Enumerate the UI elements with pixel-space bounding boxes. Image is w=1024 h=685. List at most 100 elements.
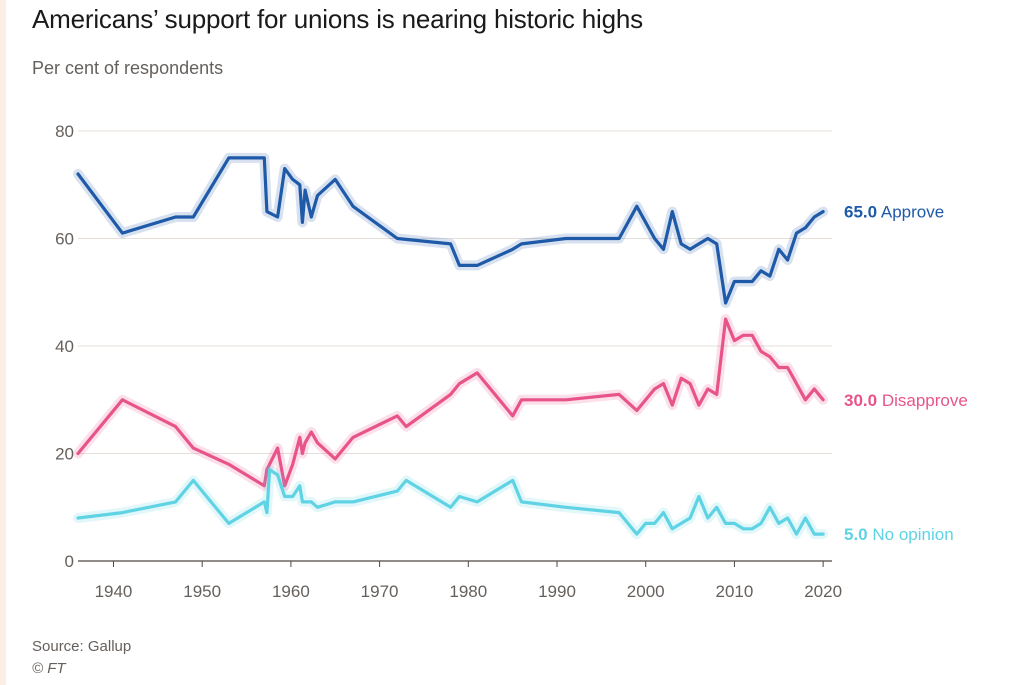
data-point-disapprove <box>662 382 665 385</box>
data-point-disapprove <box>786 366 789 369</box>
data-point-disapprove <box>310 430 313 434</box>
data-point-approve <box>653 237 656 240</box>
data-point-approve <box>511 248 514 251</box>
data-point-approve <box>475 264 479 267</box>
data-point-no-opinion <box>750 527 754 530</box>
data-point-no-opinion <box>821 532 825 536</box>
data-point-disapprove <box>334 457 337 461</box>
data-point-no-opinion <box>564 506 568 509</box>
data-point-disapprove <box>777 366 780 369</box>
data-point-no-opinion <box>733 522 736 525</box>
data-point-no-opinion <box>777 522 780 525</box>
data-point-disapprove <box>283 484 286 487</box>
data-point-no-opinion <box>310 500 313 504</box>
data-point-approve <box>706 237 710 240</box>
data-point-no-opinion <box>662 511 665 514</box>
data-point-no-opinion <box>334 500 337 504</box>
data-point-disapprove <box>301 452 304 455</box>
data-point-disapprove <box>263 484 266 487</box>
data-point-no-opinion <box>644 522 647 525</box>
data-point-approve <box>804 226 807 229</box>
data-point-disapprove <box>291 463 294 466</box>
chart-subtitle: Per cent of respondents <box>32 58 224 78</box>
data-point-disapprove <box>680 377 683 380</box>
x-tick-label: 1990 <box>538 582 576 601</box>
data-point-disapprove <box>804 398 807 401</box>
end-label-approve: 65.0 Approve <box>844 203 944 222</box>
y-tick-label: 80 <box>55 122 74 141</box>
data-point-approve <box>777 248 780 251</box>
data-point-disapprove <box>813 387 816 391</box>
end-label-disapprove: 30.0 Disapprove <box>844 391 968 410</box>
chart-title: Americans’ support for unions is nearing… <box>32 4 643 34</box>
data-point-approve <box>715 242 718 246</box>
data-point-disapprove <box>303 441 307 444</box>
data-point-disapprove <box>733 339 736 342</box>
data-point-no-opinion <box>263 500 266 504</box>
data-point-no-opinion <box>174 500 177 504</box>
data-point-approve <box>76 172 80 176</box>
data-point-disapprove <box>706 387 710 391</box>
data-point-no-opinion <box>697 495 701 498</box>
data-point-disapprove <box>396 414 399 418</box>
data-point-disapprove <box>511 414 514 418</box>
data-point-approve <box>334 178 337 181</box>
data-point-disapprove <box>750 334 754 337</box>
data-point-approve <box>742 280 745 283</box>
data-point-no-opinion <box>617 511 621 514</box>
data-point-no-opinion <box>724 522 727 525</box>
data-point-no-opinion <box>768 506 772 509</box>
data-point-disapprove <box>697 403 701 407</box>
data-point-disapprove <box>174 425 177 428</box>
data-point-approve <box>458 264 461 267</box>
data-point-disapprove <box>458 382 461 385</box>
data-point-disapprove <box>475 371 479 375</box>
data-point-approve <box>635 205 639 208</box>
data-point-no-opinion <box>680 522 683 525</box>
data-point-approve <box>396 237 399 240</box>
data-point-disapprove <box>759 350 763 353</box>
data-point-no-opinion <box>301 500 304 504</box>
series-halo-approve <box>73 152 829 308</box>
data-point-approve <box>283 167 286 170</box>
data-point-approve <box>351 205 355 208</box>
data-point-no-opinion <box>268 468 271 471</box>
data-point-no-opinion <box>76 516 80 520</box>
data-point-disapprove <box>795 382 798 385</box>
data-point-disapprove <box>76 452 80 455</box>
data-point-approve <box>724 301 727 305</box>
data-point-no-opinion <box>291 495 294 498</box>
data-point-disapprove <box>316 441 319 444</box>
data-point-disapprove <box>227 463 230 466</box>
x-tick-label: 2010 <box>716 582 754 601</box>
end-label-no-opinion: 5.0 No opinion <box>844 525 954 544</box>
data-point-no-opinion <box>458 495 461 498</box>
x-tick-label: 1950 <box>183 582 221 601</box>
data-point-approve <box>121 231 124 235</box>
data-point-no-opinion <box>795 532 798 536</box>
data-point-approve <box>174 215 177 219</box>
credit-note: © FT <box>32 660 66 677</box>
data-point-no-opinion <box>653 522 656 525</box>
data-point-approve <box>192 215 195 219</box>
data-point-disapprove <box>715 393 718 396</box>
data-point-no-opinion <box>804 516 807 520</box>
data-point-no-opinion <box>475 500 479 504</box>
data-point-disapprove <box>276 446 279 450</box>
data-point-approve <box>303 188 307 192</box>
data-point-disapprove <box>298 436 301 439</box>
data-point-disapprove <box>768 355 772 358</box>
series-line-disapprove <box>76 317 825 488</box>
x-tick-label: 1970 <box>361 582 399 601</box>
data-point-approve <box>671 210 674 213</box>
x-tick-label: 1940 <box>95 582 133 601</box>
data-point-disapprove <box>742 334 745 337</box>
series-line-approve <box>76 156 825 305</box>
data-point-disapprove <box>265 468 269 471</box>
data-point-no-opinion <box>396 489 399 493</box>
data-point-disapprove <box>617 393 621 396</box>
data-point-disapprove <box>564 398 568 401</box>
data-point-approve <box>680 242 683 246</box>
data-point-approve <box>298 183 301 186</box>
